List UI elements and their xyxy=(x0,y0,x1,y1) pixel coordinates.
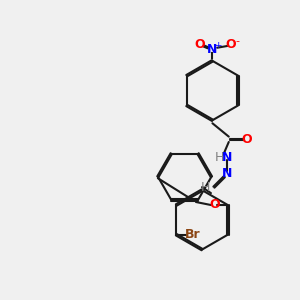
Text: +: + xyxy=(214,40,221,50)
Text: -: - xyxy=(235,37,239,46)
Text: O: O xyxy=(209,199,220,212)
Text: O: O xyxy=(225,38,236,51)
Text: N: N xyxy=(207,43,218,56)
Text: O: O xyxy=(195,38,205,51)
Text: N: N xyxy=(222,167,232,180)
Text: O: O xyxy=(241,133,252,146)
Text: H: H xyxy=(201,181,210,194)
Text: H: H xyxy=(215,151,224,164)
Text: Br: Br xyxy=(185,228,200,241)
Text: N: N xyxy=(222,151,232,164)
